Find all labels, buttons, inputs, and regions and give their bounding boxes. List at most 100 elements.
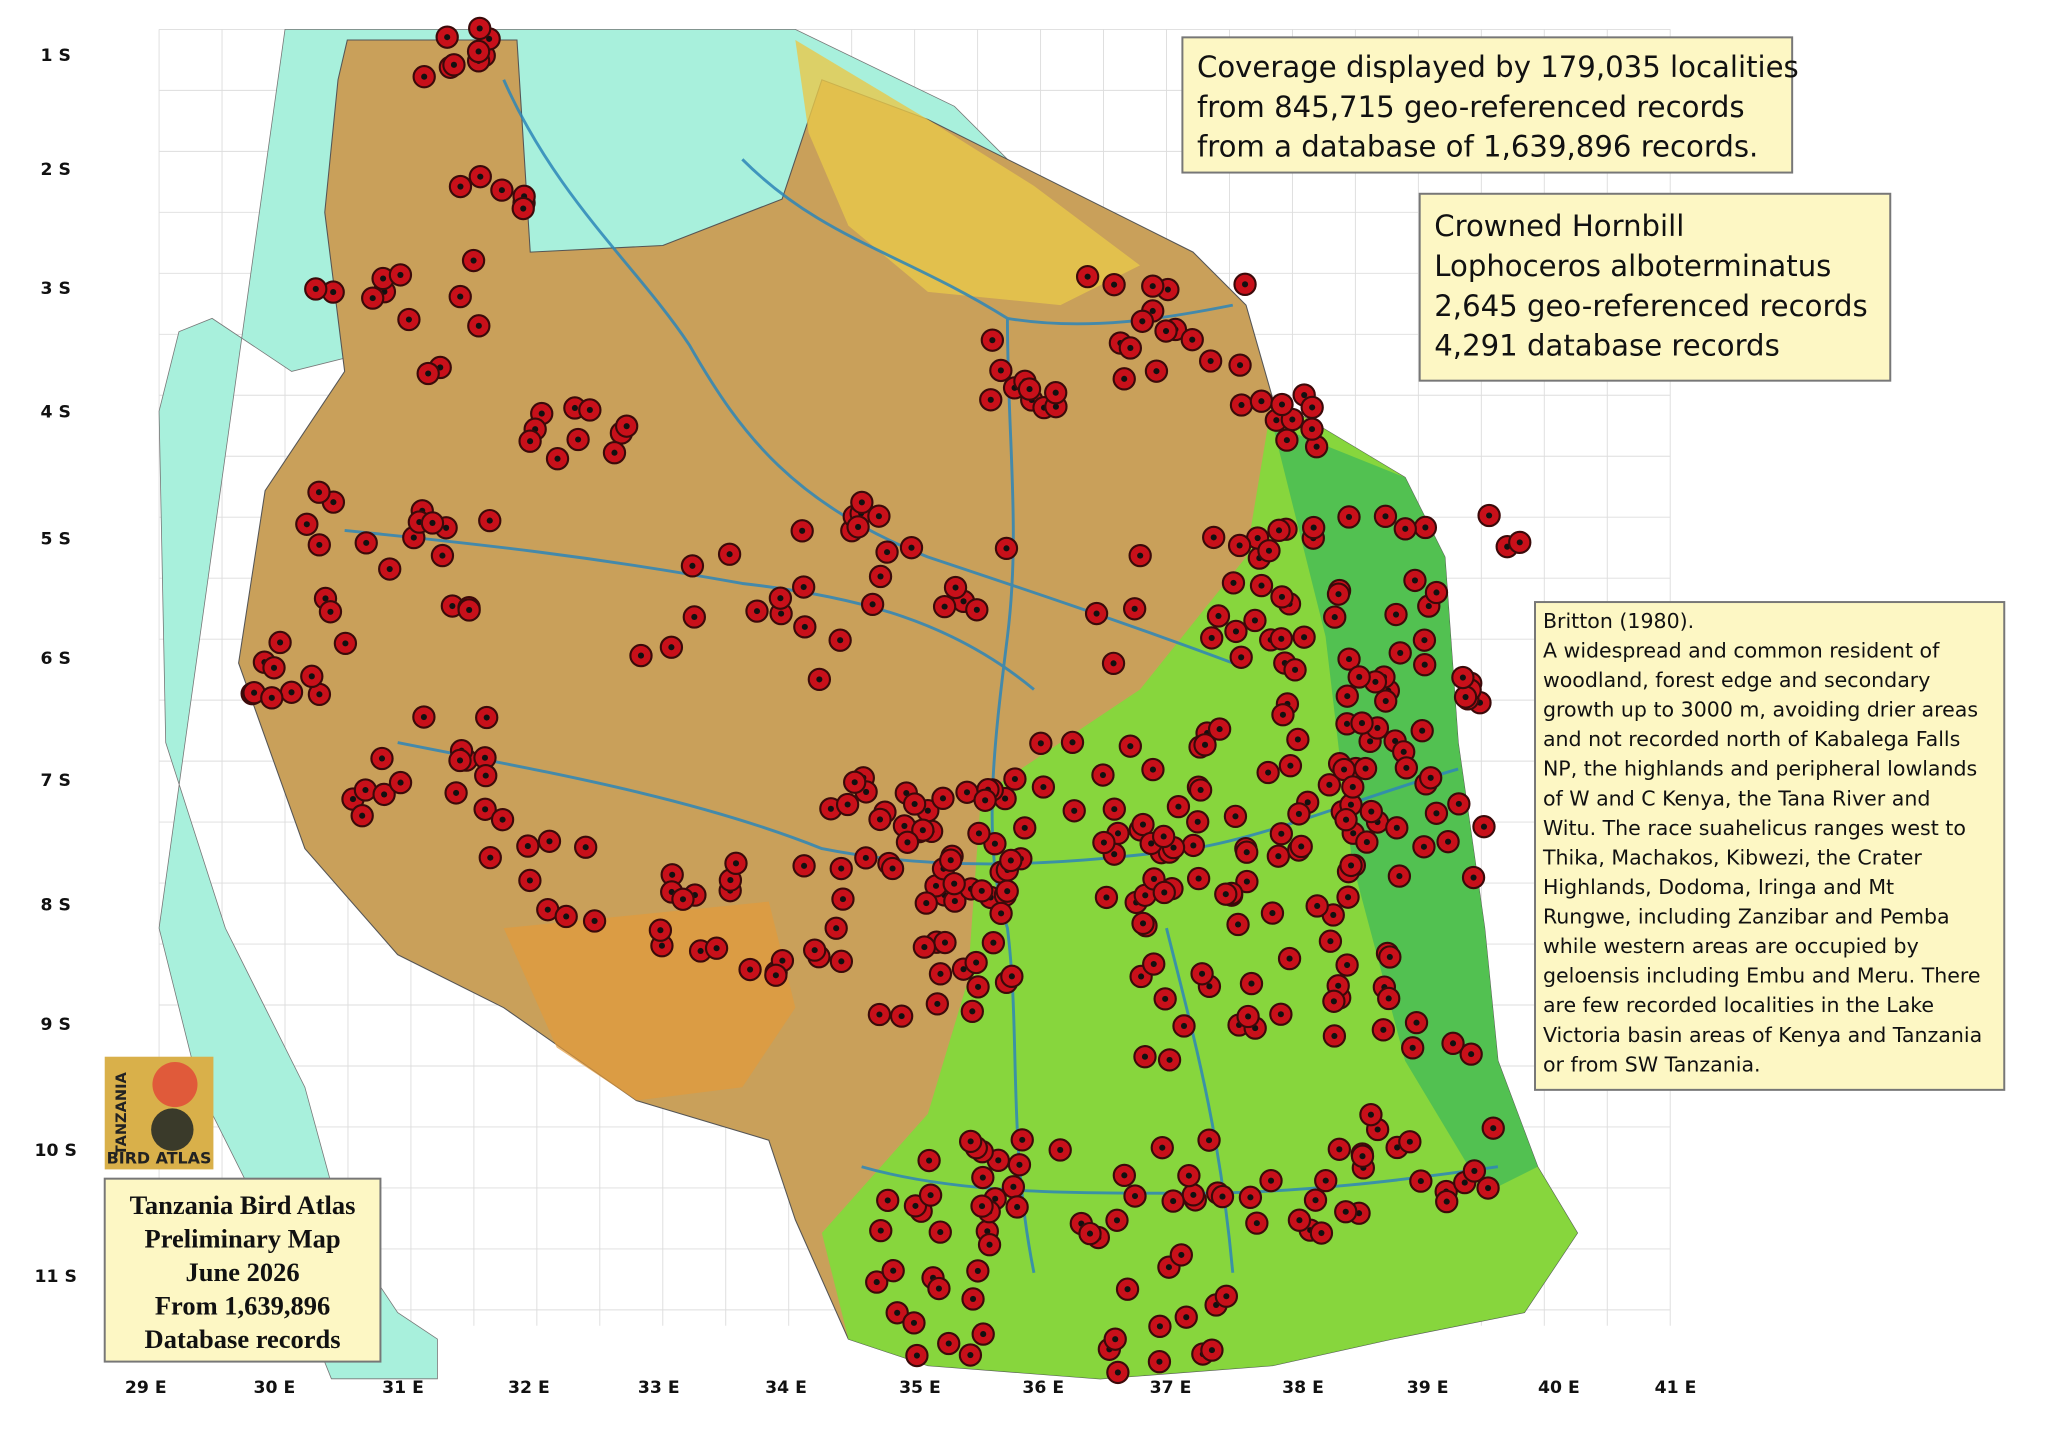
logo-text: BIRD ATLAS	[107, 1148, 212, 1167]
locality-dot-center	[1232, 628, 1240, 635]
locality-dot-center	[1254, 535, 1261, 542]
locality-dot-center	[1175, 803, 1182, 810]
locality-dot-center	[1103, 894, 1110, 901]
locality-dot-center	[960, 966, 967, 973]
locality-dot-center	[303, 521, 310, 528]
latitude-label: 3 S	[40, 279, 70, 299]
coverage-line: from a database of 1,639,896 records.	[1197, 130, 1758, 164]
locality-dot-center	[1348, 862, 1355, 869]
locality-dot-center	[443, 524, 450, 531]
longitude-label: 32 E	[508, 1378, 550, 1398]
locality-dot-center	[1342, 1208, 1349, 1215]
longitude-label: 29 E	[125, 1378, 167, 1398]
locality-dot-center	[1160, 833, 1167, 840]
locality-dot-center	[1111, 851, 1118, 858]
atlas-line: June 2026	[186, 1257, 300, 1287]
locality-dot-center	[475, 322, 482, 329]
locality-dot-center	[405, 316, 412, 323]
locality-dot-center	[1199, 970, 1206, 977]
locality-dot-center	[486, 35, 493, 42]
locality-dot-center	[1003, 545, 1010, 552]
species-line: 2,645 geo-referenced records	[1434, 289, 1867, 323]
locality-dot-center	[1331, 614, 1338, 621]
locality-dot-center	[1343, 720, 1351, 727]
coverage-line: from 845,715 geo-referenced records	[1197, 90, 1745, 124]
locality-dot-center	[1201, 741, 1209, 748]
locality-dot-center	[1243, 878, 1250, 885]
atlas-line: Preliminary Map	[145, 1223, 341, 1253]
locality-dot-center	[1403, 764, 1410, 771]
locality-dot-center	[1327, 938, 1334, 945]
locality-dot-center	[923, 900, 930, 907]
latitude-label: 1 S	[40, 46, 70, 66]
locality-dot-center	[1086, 1230, 1094, 1237]
locality-dot-center	[873, 1279, 880, 1286]
locality-dot-center	[527, 438, 534, 445]
locality-dot-center	[1100, 839, 1107, 846]
locality-dot-center	[1148, 840, 1155, 847]
locality-dot-center	[1420, 843, 1427, 850]
locality-dot-center	[1190, 842, 1197, 849]
locality-dot-center	[1242, 281, 1249, 288]
longitude-label: 35 E	[899, 1378, 941, 1398]
road	[1007, 303, 1234, 326]
description-line: while western areas are occupied by	[1543, 934, 1919, 958]
locality-dot-center	[482, 806, 489, 813]
locality-dot-center	[1275, 527, 1283, 534]
locality-dot-center	[1287, 762, 1294, 769]
locality-dot-center	[1277, 1011, 1284, 1018]
locality-dot-center	[890, 1267, 897, 1274]
locality-dot-center	[1170, 844, 1177, 851]
locality-dot-center	[837, 637, 844, 644]
locality-dot-center	[425, 370, 432, 377]
locality-dot-center	[982, 797, 989, 804]
locality-dot-center	[1326, 781, 1333, 788]
locality-dot-center	[1455, 800, 1462, 807]
locality-dot-center	[851, 779, 858, 786]
locality-dot-center	[889, 865, 896, 872]
locality-dot-center	[386, 566, 393, 573]
locality-dot-center	[1419, 727, 1426, 734]
latitude-label: 7 S	[40, 771, 70, 791]
locality-dot-center	[1114, 1369, 1121, 1376]
locality-dot-center	[312, 285, 319, 293]
locality-dot-center	[1295, 810, 1302, 817]
locality-dot-center	[1427, 774, 1434, 781]
longitude-label: 30 E	[254, 1378, 296, 1398]
locality-dot-center	[322, 595, 329, 602]
locality-dot-center	[973, 959, 980, 966]
locality-dot-center	[1413, 1019, 1420, 1026]
locality-dot-center	[726, 551, 733, 558]
locality-dot-center	[876, 816, 884, 823]
locality-dot-center	[1057, 1146, 1064, 1153]
locality-dot-center	[1251, 617, 1258, 624]
locality-dot-center	[1350, 830, 1357, 837]
locality-dot-center	[1150, 875, 1158, 882]
atlas-line: Database records	[145, 1324, 341, 1354]
locality-dot-center	[1362, 765, 1369, 772]
locality-dot-center	[1131, 605, 1138, 612]
locality-dot-center	[910, 1319, 918, 1326]
locality-dot-center	[869, 601, 876, 608]
locality-dot-center	[316, 691, 323, 698]
locality-dot-center	[457, 183, 464, 190]
locality-dot-center	[937, 1229, 944, 1236]
locality-dot-center	[1113, 1217, 1121, 1224]
locality-dot-center	[1279, 711, 1287, 718]
locality-dot-center	[689, 562, 696, 569]
locality-dot-center	[330, 499, 337, 506]
locality-dot-center	[778, 610, 785, 617]
locality-dot-center	[1417, 1178, 1424, 1185]
locality-dot-center	[1014, 1203, 1021, 1211]
locality-dot-center	[973, 606, 980, 613]
locality-dot-center	[1386, 953, 1393, 961]
locality-dot-center	[777, 595, 784, 602]
description-line: Victoria basin areas of Kenya and Tanzan…	[1543, 1023, 1982, 1047]
locality-dot-center	[623, 423, 630, 430]
locality-dot-center	[1421, 637, 1428, 644]
latitude-label: 4 S	[40, 402, 70, 422]
description-text: Britton (1980). A widespread and common r…	[1542, 609, 1982, 1076]
locality-dot-center	[975, 830, 982, 837]
locality-dot-center	[1340, 766, 1348, 773]
locality-dot-center	[691, 613, 698, 621]
